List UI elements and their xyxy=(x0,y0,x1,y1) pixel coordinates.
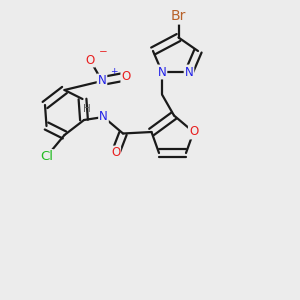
Text: Cl: Cl xyxy=(40,150,53,163)
Text: O: O xyxy=(85,53,94,67)
Text: Br: Br xyxy=(171,10,186,23)
Text: N: N xyxy=(98,74,106,88)
Text: H: H xyxy=(83,104,91,115)
Text: N: N xyxy=(184,65,194,79)
Text: N: N xyxy=(158,65,166,79)
Text: O: O xyxy=(122,70,130,83)
Text: +: + xyxy=(110,68,118,76)
Text: O: O xyxy=(189,125,198,139)
Text: −: − xyxy=(99,47,108,58)
Text: O: O xyxy=(111,146,120,160)
Text: N: N xyxy=(99,110,108,124)
